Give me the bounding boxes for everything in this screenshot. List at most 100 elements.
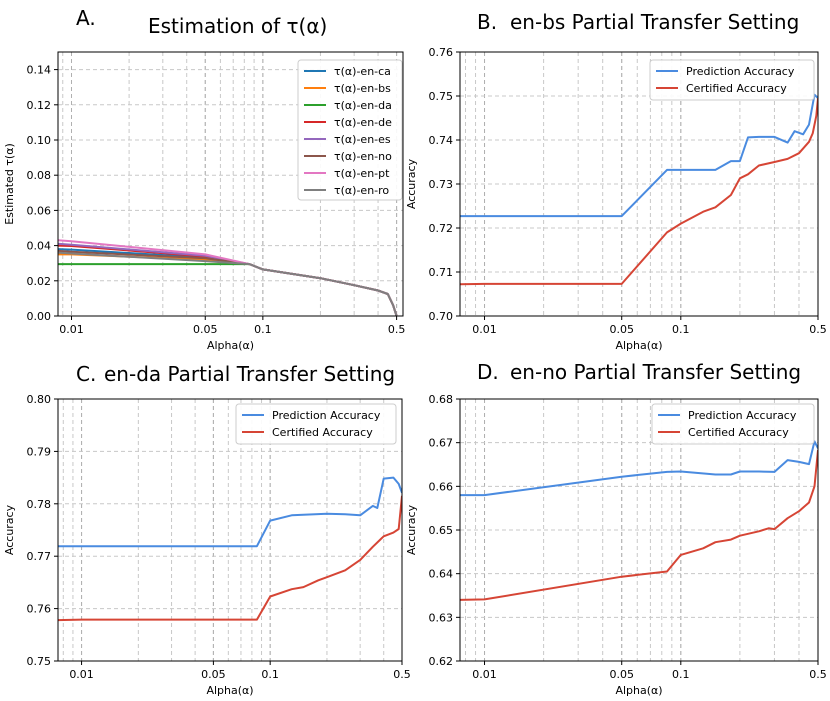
x-tick-label: 0.5: [388, 323, 406, 336]
y-axis-label: Estimated τ(α): [3, 143, 16, 225]
legend: Prediction Accuracy Certified Accuracy: [651, 403, 815, 445]
y-tick-label: 0.67: [429, 437, 454, 450]
legend-label-2: Certified Accuracy: [688, 426, 789, 439]
legend-label-1: Prediction Accuracy: [272, 409, 381, 422]
x-tick-label: 0.01: [472, 323, 497, 336]
panel-a-label: A.: [76, 6, 96, 30]
y-tick-label: 0.14: [27, 64, 52, 77]
legend-label-2: τ(α)-en-bs: [334, 82, 391, 95]
x-tick-label: 0.05: [193, 323, 218, 336]
y-axis-label: Accuracy: [405, 158, 418, 209]
y-tick-label: 0.73: [429, 178, 454, 191]
x-tick-label: 0.05: [609, 323, 634, 336]
legend-label-2: Certified Accuracy: [686, 82, 787, 95]
legend-label-2: Certified Accuracy: [272, 426, 373, 439]
y-tick-label: 0.74: [429, 134, 454, 147]
panel-d-title: en-no Partial Transfer Setting: [510, 360, 802, 384]
y-tick-label: 0.04: [27, 240, 52, 253]
x-tick-label: 0.1: [261, 668, 279, 681]
y-tick-label: 0.80: [27, 393, 52, 406]
series-line-2: [460, 450, 818, 601]
series-group: [460, 93, 818, 286]
chart-d: 0.01 0.05 0.1 0.5 0.62 0.63 0.64 0.65 0.66 0.67 0.…: [405, 393, 827, 697]
y-tick-label: 0.00: [27, 310, 52, 323]
x-tick-label: 0.5: [809, 668, 827, 681]
x-tick-label: 0.01: [472, 668, 497, 681]
series-line-1: [460, 93, 818, 218]
y-tick-label: 0.77: [27, 550, 52, 563]
y-axis-label: Accuracy: [3, 504, 16, 555]
chart-b: 0.01 0.05 0.1 0.5 0.70 0.71 0.72 0.73 0.74 0.75 0.…: [405, 46, 827, 352]
x-tick-label: 0.01: [59, 323, 84, 336]
legend-label-3: τ(α)-en-da: [334, 99, 392, 112]
legend-box: [235, 403, 397, 445]
legend: Prediction Accuracy Certified Accuracy: [235, 403, 397, 445]
y-tick-label: 0.68: [429, 393, 454, 406]
x-tick-label: 0.1: [672, 323, 690, 336]
panel-d-label: D.: [477, 360, 499, 384]
y-axis-label: Accuracy: [405, 504, 418, 555]
axes-frame: [57, 398, 403, 662]
series-line-1: [58, 476, 402, 548]
series-group: [58, 239, 398, 316]
y-tick-label: 0.02: [27, 275, 52, 288]
legend-box: [651, 403, 815, 445]
legend-label-8: τ(α)-en-ro: [334, 184, 389, 197]
y-tick-label: 0.63: [429, 611, 454, 624]
chart-a: 0.01 0.05 0.1 0.5 0.00 0.02 0.04 0.06 0.08 0.10 0.…: [3, 51, 406, 352]
legend-label-6: τ(α)-en-no: [334, 150, 392, 163]
y-tick-label: 0.79: [27, 445, 52, 458]
legend-label-1: Prediction Accuracy: [686, 65, 795, 78]
legend: τ(α)-en-ca τ(α)-en-bs τ(α)-en-da τ(α)-en-de…: [297, 59, 403, 201]
axes-frame: [57, 51, 404, 317]
legend-label-4: τ(α)-en-de: [334, 116, 392, 129]
y-tick-label: 0.08: [27, 169, 52, 182]
y-tick-label: 0.12: [27, 99, 52, 112]
legend-label-7: τ(α)-en-pt: [334, 167, 390, 180]
y-tick-label: 0.78: [27, 498, 52, 511]
series-line-2: [58, 495, 402, 622]
legend-label-1: τ(α)-en-ca: [334, 65, 391, 78]
series-line-3: [58, 263, 398, 316]
y-tick-label: 0.64: [429, 568, 454, 581]
chart-c: 0.01 0.05 0.1 0.5 0.75 0.76 0.77 0.78 0.79 0.80 Al…: [3, 393, 411, 697]
panel-a-title: Estimation of τ(α): [148, 14, 328, 38]
y-tick-label: 0.06: [27, 204, 52, 217]
series-line-8: [58, 251, 398, 316]
x-tick-label: 0.05: [201, 668, 226, 681]
legend-box: [297, 59, 403, 201]
legend-box: [649, 59, 815, 101]
y-tick-label: 0.76: [429, 46, 454, 59]
x-tick-label: 0.05: [609, 668, 634, 681]
legend-label-1: Prediction Accuracy: [688, 409, 797, 422]
x-tick-label: 0.5: [809, 323, 827, 336]
legend-label-5: τ(α)-en-es: [334, 133, 391, 146]
series-line-2: [460, 98, 818, 286]
series-group: [58, 476, 402, 622]
x-axis-label: Alpha(α): [206, 684, 253, 697]
y-tick-label: 0.66: [429, 480, 454, 493]
x-axis-label: Alpha(α): [615, 339, 662, 352]
x-axis-label: Alpha(α): [615, 684, 662, 697]
series-line-1: [460, 440, 818, 497]
panel-c-title: en-da Partial Transfer Setting: [104, 362, 396, 386]
series-group: [460, 440, 818, 601]
x-tick-label: 0.1: [672, 668, 690, 681]
legend: Prediction Accuracy Certified Accuracy: [649, 59, 815, 101]
x-tick-label: 0.01: [69, 668, 94, 681]
y-tick-label: 0.71: [429, 266, 454, 279]
panel-b-title: en-bs Partial Transfer Setting: [510, 10, 800, 34]
y-tick-label: 0.70: [429, 310, 454, 323]
y-tick-label: 0.62: [429, 655, 454, 668]
y-tick-label: 0.72: [429, 222, 454, 235]
panel-c-label: C.: [76, 362, 97, 386]
x-tick-label: 0.5: [393, 668, 411, 681]
y-tick-label: 0.76: [27, 603, 52, 616]
y-tick-label: 0.75: [27, 655, 52, 668]
y-tick-label: 0.75: [429, 90, 454, 103]
x-axis-label: Alpha(α): [207, 339, 254, 352]
panel-b-label: B.: [477, 10, 498, 34]
y-tick-label: 0.65: [429, 524, 454, 537]
x-tick-label: 0.1: [254, 323, 272, 336]
